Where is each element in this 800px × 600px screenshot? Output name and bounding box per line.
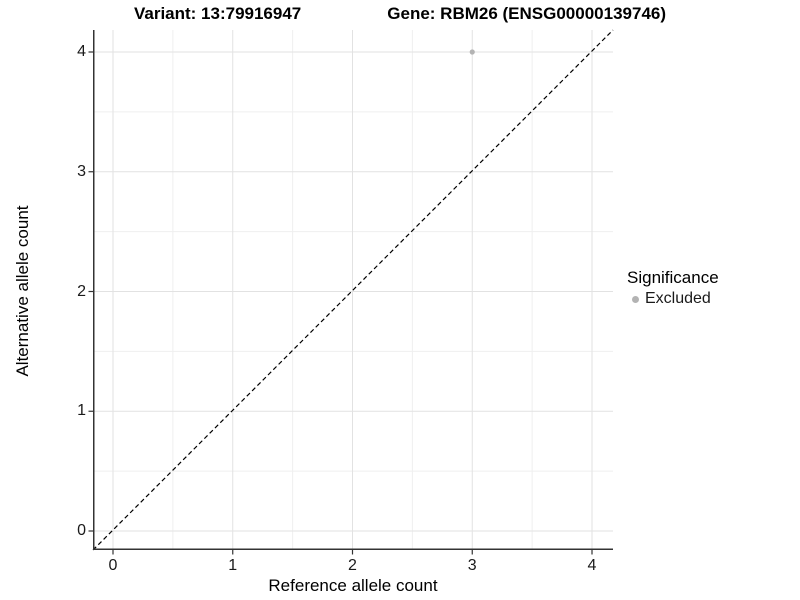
x-tick-label: 3 xyxy=(467,557,477,574)
y-axis-title: Alternative allele count xyxy=(13,205,32,377)
x-tick-label: 4 xyxy=(587,557,597,574)
x-tick-label: 0 xyxy=(108,557,118,574)
x-tick-label: 2 xyxy=(348,557,357,574)
identity-line xyxy=(92,29,614,551)
variant-title: Variant: 13:79916947 xyxy=(133,4,302,23)
plot-panel xyxy=(88,29,614,555)
excluded-point-icon xyxy=(632,295,639,303)
plot-title: Variant: 13:79916947 Gene: RBM26 (ENSG00… xyxy=(0,4,800,26)
x-tick-label: 1 xyxy=(228,557,238,574)
x-axis-title: Reference allele count xyxy=(268,576,438,595)
y-tick-label: 4 xyxy=(77,43,86,60)
y-tick-label: 3 xyxy=(77,162,86,180)
gene-title: Gene: RBM26 (ENSG00000139746) xyxy=(387,4,667,23)
legend: Significance Excluded xyxy=(627,268,719,309)
legend-entry-excluded: Excluded xyxy=(627,289,719,309)
legend-entry-label: Excluded xyxy=(645,290,711,307)
plot-canvas xyxy=(88,29,614,555)
y-tick-label: 1 xyxy=(77,402,86,420)
y-tick-label: 0 xyxy=(77,522,86,539)
legend-title: Significance xyxy=(627,268,719,287)
data-point-excluded xyxy=(469,49,475,55)
y-tick-label: 2 xyxy=(77,282,86,300)
